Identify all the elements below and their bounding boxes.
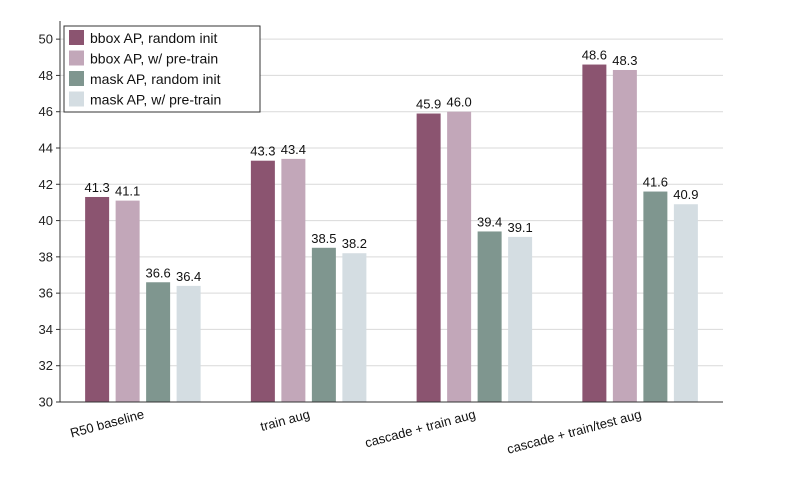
data-label: 39.4	[477, 214, 502, 229]
x-axis: R50 baseline train aug cascade + train aug…	[60, 401, 723, 457]
bar	[582, 64, 607, 403]
legend-box	[63, 25, 261, 113]
bar	[342, 253, 367, 402]
legend-swatch	[69, 30, 84, 45]
y-tick-label: 50	[39, 32, 53, 47]
data-label: 43.3	[250, 144, 275, 159]
y-tick-label: 44	[39, 141, 53, 156]
data-label: 36.6	[145, 265, 170, 280]
bar	[643, 191, 668, 402]
x-category-label: cascade + train aug	[363, 406, 477, 450]
bar	[146, 282, 171, 402]
legend: bbox AP, random init bbox AP, w/ pre-trai…	[63, 25, 261, 113]
data-label: 39.1	[507, 220, 532, 235]
y-tick-label: 32	[39, 358, 53, 373]
legend-swatch	[69, 50, 84, 66]
bar	[311, 247, 336, 402]
legend-label: bbox AP, random init	[90, 30, 217, 46]
bar	[508, 236, 533, 402]
bar	[85, 196, 110, 402]
data-labels: 41.3 41.1 36.6 36.4 43.3 43.4 38.5 38.2 45.9 46.0…	[84, 48, 698, 284]
bars	[85, 64, 698, 403]
y-tick-label: 40	[39, 213, 53, 228]
data-label: 45.9	[416, 97, 441, 112]
x-category-label: R50 baseline	[68, 406, 145, 440]
bar	[115, 200, 140, 402]
data-label: 40.9	[673, 187, 698, 202]
y-tick-label: 42	[39, 177, 53, 192]
data-label: 41.3	[84, 180, 109, 195]
bar	[416, 113, 441, 403]
bar	[612, 69, 637, 402]
x-category-label: cascade + train/test aug	[505, 406, 643, 456]
legend-label: mask AP, w/ pre-train	[90, 92, 221, 108]
bar	[477, 231, 502, 402]
data-label: 38.5	[311, 231, 336, 246]
data-label: 38.2	[342, 236, 367, 251]
y-tick-label: 38	[39, 249, 53, 264]
y-axis: 30 32 34 36 38 40 42 44 46 48 50	[39, 21, 61, 410]
legend-label: mask AP, random init	[90, 71, 221, 87]
x-category-label: train aug	[259, 406, 312, 434]
y-tick-label: 36	[39, 286, 53, 301]
data-label: 48.6	[582, 48, 607, 63]
bar	[281, 158, 306, 402]
data-label: 41.1	[115, 184, 140, 199]
legend-swatch	[69, 91, 84, 107]
legend-label: bbox AP, w/ pre-train	[90, 51, 218, 67]
data-label: 43.4	[281, 142, 306, 157]
bar	[250, 160, 275, 402]
data-label: 48.3	[612, 53, 637, 68]
data-label: 46.0	[446, 95, 471, 110]
y-tick-label: 34	[39, 322, 53, 337]
data-label: 41.6	[643, 175, 668, 190]
data-label: 36.4	[176, 269, 201, 284]
y-tick-label: 30	[39, 395, 53, 410]
y-tick-label: 48	[39, 68, 53, 83]
bar	[447, 111, 472, 402]
bar	[176, 285, 201, 402]
y-tick-label: 46	[39, 104, 53, 119]
legend-swatch	[69, 71, 84, 86]
bar	[673, 204, 698, 402]
